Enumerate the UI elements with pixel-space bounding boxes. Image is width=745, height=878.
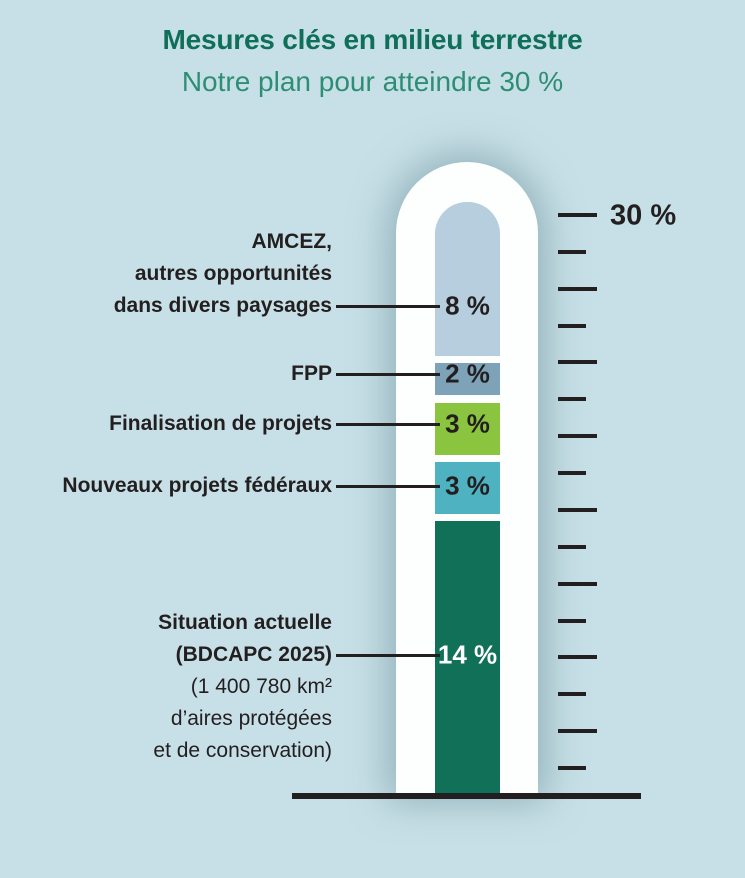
segment-label-line: autres opportunités: [134, 262, 332, 285]
segment-label-line: Nouveaux projets fédéraux: [62, 474, 332, 497]
tick-long: [558, 213, 597, 217]
segment-value: 8 %: [445, 290, 490, 321]
segment-label-line: (BDCAPC 2025): [175, 643, 332, 666]
segment-label: AMCEZ, autres opportunités dans divers pay…: [114, 226, 332, 322]
leader-line: [336, 304, 440, 308]
segment-label: Situation actuelle (BDCAPC 2025) (1 400 78…: [153, 607, 332, 767]
segment-bar: [435, 202, 500, 357]
segment-label: Finalisation de projets: [109, 408, 332, 440]
segment-label: FPP: [291, 358, 332, 390]
tick-long: [558, 655, 597, 660]
tick-short: [558, 471, 586, 476]
segment-label-line: dans divers paysages: [113, 294, 332, 317]
tick-long: [558, 507, 597, 512]
chart-title: Mesures clés en milieu terrestre: [162, 24, 583, 55]
tick-short: [558, 249, 586, 254]
segment-value: 3 %: [445, 408, 490, 439]
baseline: [292, 793, 641, 799]
tick-long: [558, 729, 597, 734]
segment-value: 14 %: [437, 639, 498, 670]
chart-subtitle: Notre plan pour atteindre 30 %: [181, 66, 564, 97]
tick-short: [558, 618, 586, 623]
leader-line: [336, 653, 440, 657]
tick-short: [558, 692, 586, 697]
segment-bar: [435, 402, 500, 455]
tick-long: [558, 581, 597, 586]
tick-short: [558, 544, 586, 549]
tick-short: [558, 766, 586, 771]
segment-label-line: et de conservation): [153, 739, 332, 762]
tick-short: [558, 397, 586, 402]
tick-long: [558, 360, 597, 365]
scale-max-label: 30 %: [610, 199, 677, 232]
segment-bar: [435, 520, 500, 793]
segment-label-line: (1 400 780 km²: [190, 675, 332, 698]
leader-line: [336, 372, 440, 376]
segment-label-line: AMCEZ,: [251, 230, 333, 253]
leader-line: [336, 422, 440, 426]
segment-label-line: Finalisation de projets: [109, 412, 332, 435]
segment-label-line: Situation actuelle: [158, 611, 332, 634]
segment-label-line: FPP: [291, 362, 332, 385]
leader-line: [336, 484, 440, 488]
segment-bar: [435, 461, 500, 514]
segment-bar: [435, 363, 500, 396]
tick-long: [558, 286, 597, 291]
tick-long: [558, 434, 597, 439]
segment-label: Nouveaux projets fédéraux: [62, 470, 332, 502]
segment-value: 3 %: [445, 470, 490, 501]
tick-short: [558, 323, 586, 328]
segment-label-line: d’aires protégées: [170, 707, 332, 730]
segment-value: 2 %: [445, 358, 490, 389]
